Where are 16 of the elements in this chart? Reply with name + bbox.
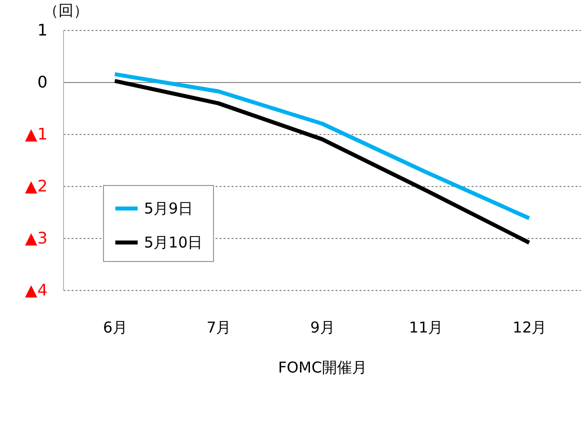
y-tick-label: ▲3 — [25, 228, 48, 248]
x-tick-label: 9月 — [310, 318, 335, 336]
y-tick-label: ▲1 — [25, 124, 48, 144]
legend-label: 5月10日 — [144, 234, 203, 252]
y-tick-label: ▲2 — [25, 176, 48, 196]
y-tick-label: 1 — [37, 20, 48, 40]
legend-label: 5月9日 — [144, 200, 194, 218]
y-tick-label: 0 — [37, 72, 48, 92]
y-axis-title: （回） — [44, 2, 88, 20]
y-tick-label: ▲4 — [25, 280, 48, 300]
x-tick-label: 11月 — [409, 318, 444, 336]
x-tick-label: 7月 — [206, 318, 232, 336]
line-series — [112, 72, 532, 220]
x-tick-label: 12月 — [512, 318, 547, 336]
x-axis-title: FOMC開催月 — [278, 358, 367, 376]
x-tick-label: 6月 — [103, 318, 128, 336]
